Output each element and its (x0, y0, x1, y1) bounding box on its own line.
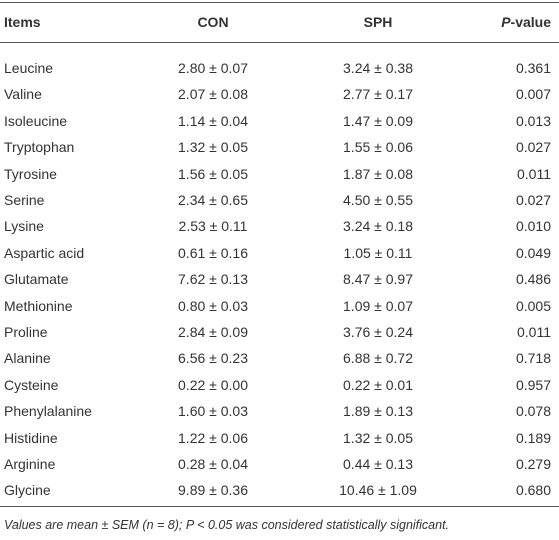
row-label: Glutamate (4, 271, 69, 288)
row-label: Cysteine (4, 376, 59, 393)
data-cell: 0.22 ± 0.01 (343, 376, 413, 393)
data-cell: 1.22 ± 0.06 (178, 429, 248, 446)
data-cell: 0.027 (515, 139, 551, 156)
data-cell: 0.957 (515, 376, 551, 393)
data-cell: 4.50 ± 0.55 (343, 192, 413, 208)
data-cell: 7.62 ± 0.13 (178, 271, 248, 288)
row-label: Methionine (4, 297, 73, 314)
data-cell: 1.32 ± 0.05 (343, 429, 413, 446)
data-cell: 0.027 (515, 192, 551, 208)
data-cell: 1.14 ± 0.04 (178, 112, 248, 129)
data-cell: 1.60 ± 0.03 (178, 403, 248, 420)
row-label: Aspartic acid (4, 244, 85, 261)
bottom-rule (0, 506, 559, 507)
row-label: Phenylalanine (4, 403, 92, 420)
data-cell: 0.361 (515, 60, 551, 76)
data-cell: 3.24 ± 0.38 (343, 60, 413, 76)
row-label: Glycine (4, 482, 51, 499)
data-cell: 2.34 ± 0.65 (178, 192, 248, 208)
header-rule (0, 42, 559, 43)
data-cell: 0.44 ± 0.13 (343, 456, 413, 472)
data-cell: 1.09 ± 0.07 (343, 297, 413, 314)
header-cell: CON (197, 14, 229, 30)
row-label: Proline (4, 324, 48, 340)
row-label: Tryptophan (4, 139, 75, 156)
row-label: Tyrosine (4, 165, 57, 182)
header-cell: P-value (501, 13, 551, 31)
data-cell: 8.47 ± 0.97 (343, 271, 413, 288)
data-cell: 0.011 (517, 324, 551, 340)
data-cell: 0.049 (515, 244, 551, 261)
data-cell: 0.005 (515, 297, 551, 314)
data-cell: 0.279 (515, 456, 551, 472)
data-cell: 3.24 ± 0.18 (343, 218, 413, 235)
data-cell: 0.80 ± 0.03 (178, 297, 248, 314)
data-cell: 0.189 (515, 429, 551, 446)
header-emphasis: P (501, 14, 511, 30)
row-label: Lysine (4, 218, 44, 235)
header-cell: Items (4, 14, 41, 30)
data-cell: 1.56 ± 0.05 (178, 165, 248, 182)
data-cell: 0.078 (515, 403, 551, 420)
data-cell: 0.718 (515, 350, 551, 367)
data-cell: 0.013 (515, 112, 551, 129)
data-cell: 3.76 ± 0.24 (343, 324, 413, 340)
row-label: Leucine (4, 60, 54, 76)
footnote: Values are mean ± SEM (n = 8); P < 0.05 … (4, 518, 450, 532)
data-cell: 6.56 ± 0.23 (178, 350, 248, 367)
data-cell: 0.011 (517, 165, 551, 182)
data-cell: 1.32 ± 0.05 (178, 139, 248, 156)
data-cell: 0.28 ± 0.04 (178, 456, 248, 472)
data-cell: 2.84 ± 0.09 (178, 324, 248, 340)
data-cell: 0.010 (515, 218, 551, 235)
row-label: Serine (4, 192, 45, 208)
data-cell: 0.486 (515, 271, 551, 288)
data-cell: 2.53 ± 0.11 (178, 218, 248, 235)
data-cell: 0.61 ± 0.16 (178, 244, 248, 261)
data-cell: 2.80 ± 0.07 (178, 60, 248, 76)
header-text: -value (510, 14, 551, 30)
row-label: Isoleucine (4, 112, 68, 129)
row-label: Arginine (4, 456, 56, 472)
data-cell: 9.89 ± 0.36 (178, 482, 248, 499)
row-label: Valine (4, 86, 42, 103)
data-cell: 2.77 ± 0.17 (343, 86, 413, 103)
data-cell: 1.87 ± 0.08 (343, 165, 413, 182)
data-cell: 0.007 (515, 86, 551, 103)
data-cell: 10.46 ± 1.09 (339, 482, 417, 499)
row-label: Alanine (4, 350, 51, 367)
data-cell: 1.47 ± 0.09 (343, 112, 413, 129)
header-cell: SPH (363, 14, 393, 30)
top-rule (0, 2, 559, 3)
row-label: Histidine (4, 429, 58, 446)
data-cell: 1.05 ± 0.11 (343, 244, 413, 261)
data-cell: 2.07 ± 0.08 (178, 86, 248, 103)
data-cell: 0.680 (515, 482, 551, 499)
data-cell: 1.55 ± 0.06 (343, 139, 413, 156)
data-cell: 6.88 ± 0.72 (343, 350, 413, 367)
data-cell: 1.89 ± 0.13 (343, 403, 413, 420)
data-cell: 0.22 ± 0.00 (178, 376, 248, 393)
